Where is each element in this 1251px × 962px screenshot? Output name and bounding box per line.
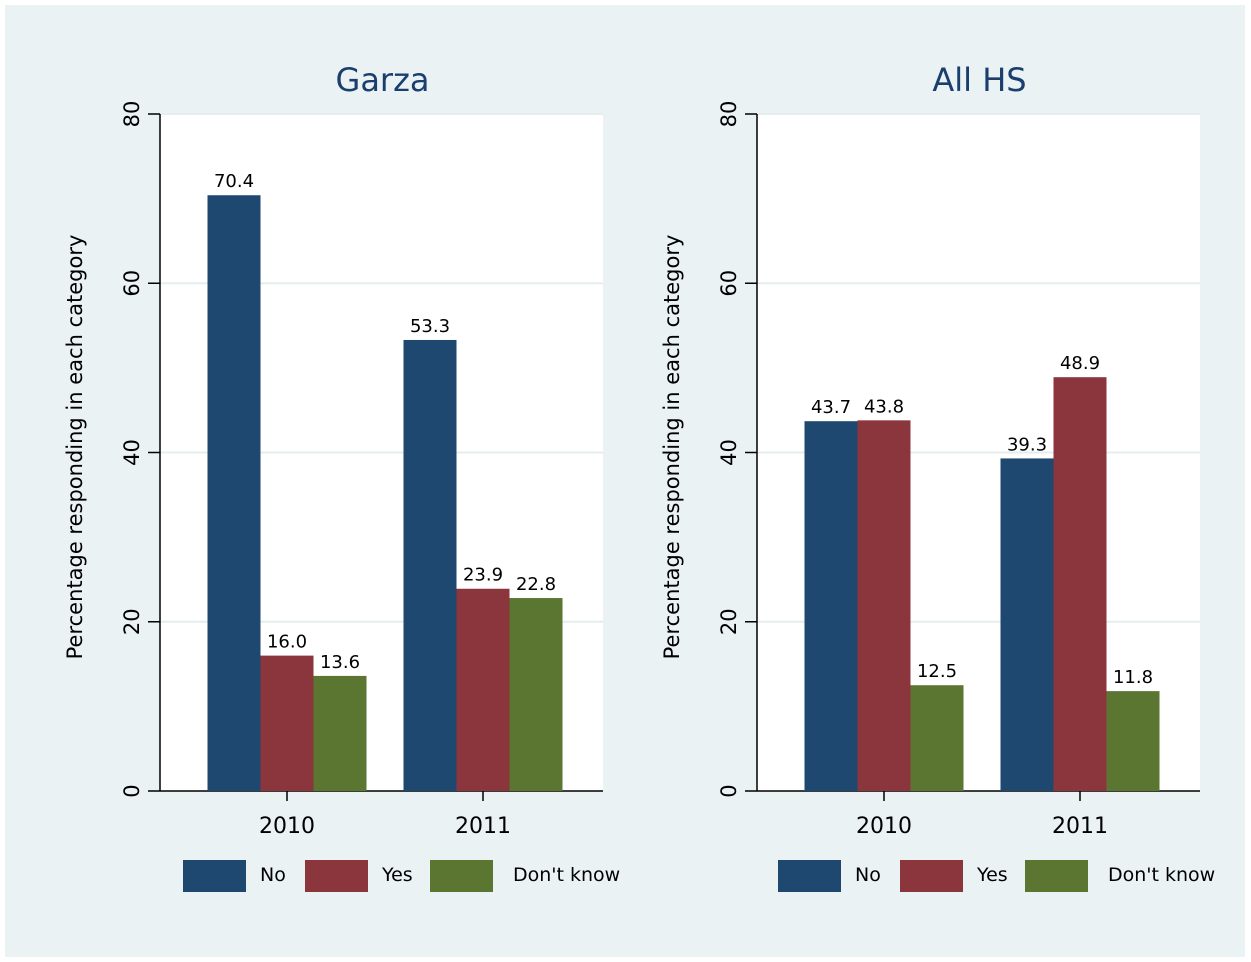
data-label: 39.3 [1007,434,1047,455]
bar-yes-2010 [260,655,314,791]
x-tick-label: 2011 [1052,814,1108,839]
bar-yes-2011 [456,588,510,791]
bar-no-2010 [804,421,858,791]
bar-don-t-know-2011 [509,598,563,791]
chart-panel-all-hs: All HS Percentage responding in each cat… [602,5,1215,957]
bar-yes-2011 [1053,377,1107,791]
y-tick-label: 20 [717,608,741,635]
legend-label-no: No [260,864,286,886]
legend-swatch-yes [305,860,368,892]
y-tick-label: 40 [717,439,741,466]
y-tick-label: 80 [120,101,144,128]
chart-title: All HS [932,61,1027,99]
data-label: 48.9 [1060,353,1100,374]
legend-swatch-dont-know [430,860,493,892]
x-tick-label: 2011 [455,814,511,839]
chart-svg: 0 20 40 60 80 2010 70.4 16.0 13.6 2011 53.3 23.9 22.… [120,101,603,839]
data-label: 11.8 [1113,667,1153,688]
data-label: 43.7 [811,397,851,418]
data-label: 13.6 [320,652,360,673]
data-label: 23.9 [463,565,503,586]
legend-label-dont-know: Don't know [1108,864,1216,886]
data-label: 22.8 [516,574,556,595]
bar-don-t-know-2011 [1106,691,1160,791]
x-tick-label: 2010 [856,814,912,839]
legend-swatch-yes [900,860,963,892]
legend-label-no: No [855,864,881,886]
bar-yes-2010 [857,420,911,791]
legend-label-dont-know: Don't know [513,864,621,886]
data-label: 43.8 [864,396,904,417]
y-tick-label: 0 [120,784,144,797]
bar-don-t-know-2010 [910,685,964,791]
legend-swatch-dont-know [1025,860,1088,892]
y-tick-label: 40 [120,439,144,466]
y-tick-label: 20 [120,608,144,635]
y-tick-label: 80 [717,101,741,128]
chart-panel-garza: Garza Percentage responding in each cate… [5,5,620,957]
legend: No Yes Don't know [602,858,1215,894]
legend-label-yes: Yes [382,864,413,886]
bar-don-t-know-2010 [313,675,367,791]
x-tick-label: 2010 [259,814,315,839]
figure-background: Garza Percentage responding in each cate… [5,5,1245,957]
y-tick-label: 0 [717,784,741,797]
data-label: 16.0 [267,632,307,653]
legend: No Yes Don't know [5,858,620,894]
chart-title: Garza [335,61,430,99]
y-tick-label: 60 [120,270,144,297]
data-label: 12.5 [917,661,957,682]
data-label: 53.3 [410,316,450,337]
legend-label-yes: Yes [977,864,1008,886]
chart-svg: 0 20 40 60 80 2010 43.7 43.8 12.5 2011 39.3 48.9 11.… [717,101,1200,839]
bar-no-2011 [403,339,457,791]
bar-no-2010 [207,195,261,792]
data-label: 70.4 [214,171,254,192]
bar-no-2011 [1000,458,1054,791]
legend-swatch-no [183,860,246,892]
legend-swatch-no [778,860,841,892]
y-tick-label: 60 [717,270,741,297]
